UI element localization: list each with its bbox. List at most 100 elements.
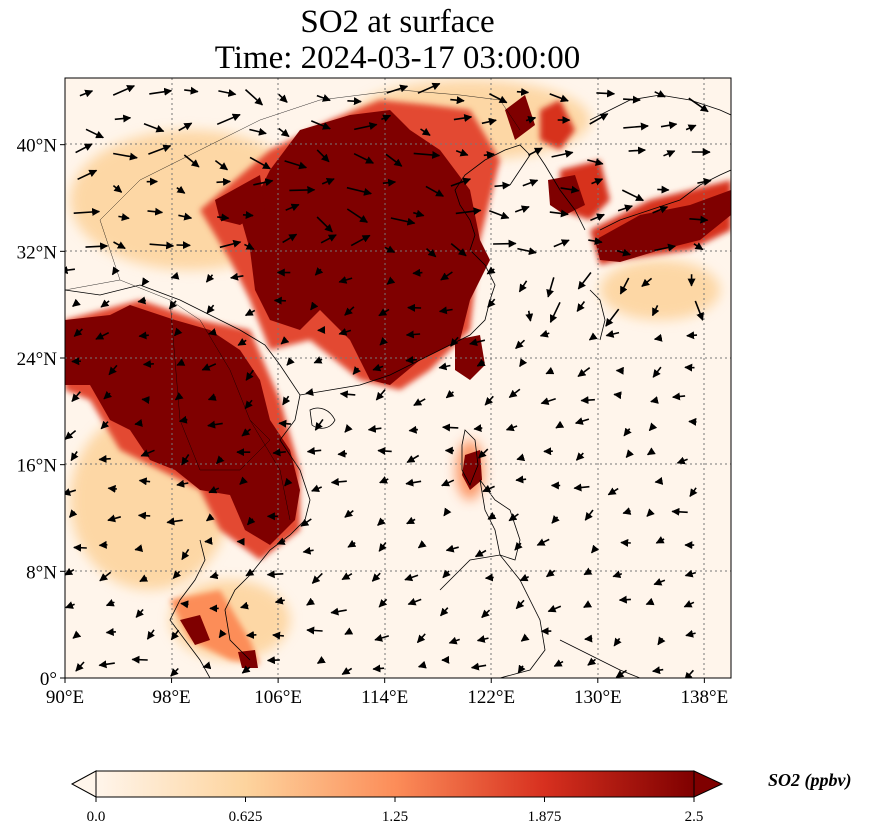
wind-arrow	[70, 451, 79, 462]
wind-arrow	[553, 239, 570, 248]
latitude-axis: 0° 8°N 16°N 24°N 32°N 40°N	[17, 136, 65, 690]
wind-arrow	[484, 395, 494, 406]
wind-arrow	[482, 484, 495, 493]
wind-arrow	[266, 570, 284, 579]
wind-arrow	[138, 477, 151, 486]
wind-arrow	[350, 234, 371, 247]
wind-arrow	[650, 396, 659, 404]
wind-arrow	[379, 476, 389, 484]
wind-arrow	[519, 573, 530, 582]
wind-arrow	[377, 447, 392, 456]
wind-arrow	[246, 630, 257, 639]
colorbar: 0.0 0.625 1.25 1.875 2.5	[70, 770, 724, 825]
wind-arrow	[99, 571, 112, 582]
wind-arrow	[118, 213, 130, 221]
wind-arrow	[663, 150, 676, 158]
wind-arrow	[149, 241, 175, 250]
wind-arrow	[481, 609, 491, 619]
wind-arrow	[134, 418, 143, 427]
wind-arrow	[573, 483, 590, 492]
wind-arrow	[139, 574, 149, 583]
wind-arrow	[688, 417, 697, 426]
wind-arrow	[470, 662, 487, 671]
wind-arrow	[407, 597, 422, 606]
wind-arrow	[483, 150, 495, 159]
wind-arrow	[516, 453, 526, 462]
wind-arrow	[588, 332, 598, 341]
wind-arrow	[344, 627, 354, 636]
wind-arrow	[75, 143, 93, 154]
wind-arrow	[416, 633, 426, 644]
wind-arrow	[218, 89, 237, 97]
wind-arrow	[205, 273, 215, 283]
wind-arrow	[378, 308, 390, 317]
wind-arrow	[413, 209, 425, 218]
wind-arrow	[142, 359, 154, 368]
wind-arrow	[112, 85, 136, 96]
wind-arrow	[77, 169, 98, 181]
wind-arrow	[302, 546, 314, 555]
wind-arrow	[176, 479, 189, 488]
wind-arrow	[346, 208, 368, 223]
wind-arrow	[289, 185, 316, 194]
wind-arrow	[79, 89, 94, 98]
wind-arrow	[113, 152, 138, 161]
wind-arrow	[652, 205, 669, 214]
wind-arrow	[489, 209, 510, 220]
wind-arrow	[330, 607, 347, 616]
wind-arrow	[341, 572, 353, 581]
wind-arrow	[386, 276, 396, 285]
wind-arrow	[645, 597, 655, 606]
wind-arrow	[219, 239, 242, 249]
wind-arrow	[591, 178, 604, 186]
wind-arrow	[100, 299, 110, 308]
wind-arrow	[170, 271, 180, 280]
wind-arrow	[689, 487, 698, 498]
wind-arrow	[657, 185, 670, 194]
wind-arrow	[168, 300, 178, 310]
wind-arrow	[478, 448, 489, 459]
wind-arrow	[442, 569, 451, 579]
wind-arrow	[347, 97, 362, 106]
wind-arrow	[107, 514, 122, 523]
wind-arrow	[174, 392, 184, 401]
wind-arrow	[278, 127, 290, 138]
wind-arrow	[217, 213, 230, 222]
wind-arrow	[596, 89, 616, 98]
wind-arrow	[205, 513, 215, 522]
wind-arrow	[693, 242, 704, 251]
wind-arrow	[405, 330, 421, 339]
map-frame	[64, 77, 732, 679]
wind-arrow	[184, 86, 199, 95]
wind-arrow	[386, 84, 409, 94]
wind-arrow	[209, 571, 219, 580]
wind-arrow	[413, 151, 441, 159]
lat-tick-label: 8°N	[26, 562, 57, 583]
wind-arrow	[515, 339, 526, 349]
wind-arrow	[641, 277, 653, 288]
wind-arrow	[385, 153, 403, 167]
wind-arrow	[508, 513, 519, 522]
wind-arrow	[655, 536, 665, 544]
wind-arrow	[441, 478, 455, 487]
wind-arrow	[605, 308, 620, 327]
wind-arrow	[344, 424, 353, 433]
wind-arrow	[244, 399, 253, 410]
wind-vectors	[65, 82, 712, 678]
wind-arrow	[346, 186, 372, 196]
wind-arrow	[646, 508, 655, 517]
wind-arrow	[425, 185, 444, 197]
wind-arrow	[617, 204, 633, 213]
wind-arrow	[178, 122, 193, 132]
colorbar-tick-label: 1.25	[382, 809, 408, 825]
wind-arrow	[587, 657, 597, 666]
wind-arrow	[114, 114, 132, 123]
wind-arrow	[390, 217, 416, 226]
lat-tick-label: 40°N	[17, 136, 58, 157]
wind-arrow	[417, 540, 427, 549]
wind-arrow	[207, 393, 217, 401]
wind-arrow	[551, 515, 560, 524]
wind-arrow	[306, 446, 322, 455]
wind-arrow	[107, 484, 117, 493]
wind-arrow	[438, 362, 451, 371]
